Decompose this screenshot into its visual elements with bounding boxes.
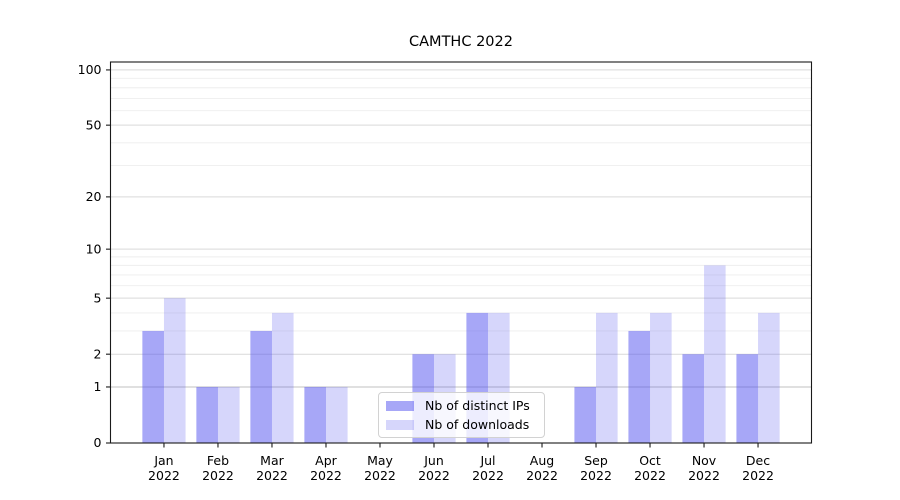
x-tick-label-month: Oct [639, 453, 661, 468]
bar [628, 330, 651, 443]
x-tick-label-year: 2022 [256, 468, 288, 483]
legend-item-downloads: Nb of downloads [386, 417, 544, 432]
legend: Nb of distinct IPs Nb of downloads [378, 392, 545, 438]
x-tick-label-year: 2022 [472, 468, 504, 483]
y-tick-label: 20 [86, 189, 102, 204]
y-tick-label: 2 [94, 346, 102, 361]
x-tick-label-month: Jan [153, 453, 173, 468]
x-tick-label-year: 2022 [418, 468, 450, 483]
y-tick-label: 10 [86, 241, 102, 256]
x-tick-label-year: 2022 [364, 468, 396, 483]
legend-swatch-downloads [386, 419, 414, 430]
x-tick-label-month: Sep [584, 453, 608, 468]
bar [325, 386, 348, 443]
legend-item-distinct-ips: Nb of distinct IPs [386, 398, 544, 413]
x-tick-label-month: Jul [479, 453, 495, 468]
bar [304, 386, 326, 443]
y-tick-label: 1 [94, 379, 102, 394]
y-tick-label: 0 [94, 435, 102, 450]
legend-label-downloads: Nb of downloads [425, 417, 530, 432]
x-tick-label-year: 2022 [742, 468, 774, 483]
bar [142, 330, 164, 443]
x-tick-label-month: May [367, 453, 393, 468]
y-tick-label: 50 [86, 117, 102, 132]
axes-frame [109, 61, 813, 444]
x-tick-label-month: Nov [692, 453, 717, 468]
bar [650, 312, 672, 443]
x-tick-label-year: 2022 [580, 468, 612, 483]
x-tick-label-year: 2022 [634, 468, 666, 483]
x-tick-label-year: 2022 [148, 468, 180, 483]
legend-swatch-distinct-ips [386, 400, 414, 411]
chart-title: CAMTHC 2022 [409, 34, 513, 50]
x-tick-label-month: Feb [207, 453, 229, 468]
y-gridlines-minor [110, 77, 812, 332]
x-tick-label-year: 2022 [526, 468, 558, 483]
x-tick-label-month: Aug [530, 453, 554, 468]
bar [574, 386, 597, 443]
bar [758, 312, 780, 443]
x-tick-label-year: 2022 [202, 468, 234, 483]
y-tick-label: 5 [94, 290, 102, 305]
x-tick-label-month: Dec [746, 453, 770, 468]
bar [736, 354, 759, 443]
bar [271, 312, 294, 443]
bar [196, 386, 218, 443]
x-tick-label-month: Apr [315, 453, 337, 468]
bar [596, 312, 618, 443]
bar [217, 386, 240, 443]
x-tick-label-year: 2022 [688, 468, 720, 483]
y-axis: 0 1 2 5 10 20 50 100 [78, 62, 111, 450]
bar [682, 354, 705, 443]
bar [250, 330, 272, 443]
y-tick-label: 100 [78, 62, 102, 77]
x-tick-label-month: Mar [260, 453, 284, 468]
x-tick-label-month: Jun [423, 453, 444, 468]
x-axis: Jan2022Feb2022Mar2022Apr2022May2022Jun20… [148, 443, 774, 483]
bar [163, 298, 186, 443]
x-tick-label-year: 2022 [310, 468, 342, 483]
bar [704, 265, 726, 443]
legend-label-distinct-ips: Nb of distinct IPs [425, 398, 530, 413]
